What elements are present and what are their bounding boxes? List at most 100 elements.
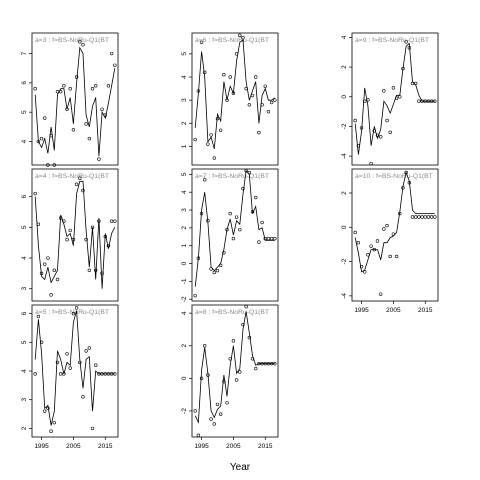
observed-point (263, 236, 267, 241)
observed-point (209, 267, 213, 271)
panel-a-4: a=4 : f=BS-NoRu-Q1(BT 3 4 5 6 (21, 168, 119, 302)
observed-point (426, 99, 431, 103)
y-tick-label: 4 (181, 311, 188, 315)
observed-point (391, 86, 396, 90)
observed-point (231, 236, 236, 241)
observed-point (212, 156, 216, 160)
observed-point (433, 99, 437, 103)
observed-point (273, 236, 277, 241)
observed-point (375, 133, 380, 138)
y-tick-label: 4 (341, 35, 348, 39)
observed-point (193, 137, 197, 142)
observed-point (398, 95, 402, 99)
observed-point (378, 292, 383, 296)
x-tick-label: 2015 (98, 443, 113, 450)
y-tick-label: -2 (181, 408, 188, 414)
observed-point (234, 378, 239, 382)
observed-point (62, 219, 66, 223)
observed-point (49, 429, 53, 433)
y-tick-label: 2 (181, 344, 188, 348)
observed-point (196, 433, 201, 438)
observed-point (215, 402, 220, 407)
observed-point (363, 270, 367, 274)
observed-point (222, 379, 226, 384)
observed-point (55, 360, 60, 365)
panel-a-3: a=3 : f=BS-NoRu-Q1(BT 4 5 6 7 (21, 32, 119, 167)
observed-point (250, 93, 255, 98)
observed-point (225, 227, 229, 232)
observed-point (196, 256, 201, 260)
observed-point (68, 228, 72, 233)
fitted-series-line (34, 180, 116, 289)
observed-point (231, 339, 236, 343)
observed-point (417, 215, 421, 219)
panel-title: a=6 : f=BS-NoRu-Q1(BT (195, 37, 269, 44)
observed-point (266, 236, 271, 241)
observed-point (372, 129, 376, 133)
observed-point (193, 293, 197, 298)
observed-point (49, 293, 53, 297)
x-tick-label: 2015 (418, 307, 433, 314)
observed-point (238, 370, 242, 374)
y-tick-label: -4 (341, 293, 348, 299)
observed-point (84, 122, 88, 126)
y-tick-label: 2 (341, 65, 348, 69)
observed-point (263, 361, 267, 366)
observed-point (52, 163, 56, 167)
observed-point (273, 98, 277, 102)
observed-point (87, 346, 92, 350)
observed-point (359, 126, 364, 130)
observed-point (65, 237, 69, 242)
observed-point (254, 75, 258, 79)
observed-point (247, 335, 252, 340)
panel-title: a=9 : f=BS-NoRu-Q1(BT (355, 37, 429, 44)
observed-point (206, 373, 210, 377)
observed-point (266, 361, 271, 366)
observed-point (353, 230, 357, 235)
observed-point (58, 89, 63, 94)
observed-point (81, 395, 85, 399)
observed-point (260, 361, 264, 366)
y-tick-label: -2 (341, 258, 348, 264)
observed-point (87, 268, 92, 273)
observed-point (100, 107, 104, 111)
observed-point (218, 128, 223, 132)
y-tick-label: 1 (181, 144, 188, 148)
observed-point (378, 135, 383, 139)
y-tick-label: 5 (181, 52, 188, 56)
panel-frame (191, 32, 279, 166)
observed-point (382, 89, 386, 93)
observed-point (97, 157, 101, 161)
observed-point (404, 170, 408, 175)
panel-frame (351, 32, 439, 166)
observed-point (215, 268, 220, 273)
observed-point (401, 186, 405, 190)
observed-point (212, 270, 216, 275)
observed-point (43, 262, 47, 266)
observed-point (209, 133, 213, 137)
y-tick-label: -2 (181, 296, 188, 302)
fitted-series-line (354, 42, 435, 155)
fitted-series-line (34, 310, 115, 426)
observed-point (401, 66, 405, 71)
x-tick-label: 2005 (386, 307, 401, 314)
panel-frame (31, 32, 119, 166)
observed-point (433, 215, 437, 219)
observed-point (407, 181, 412, 185)
observed-point (199, 40, 204, 44)
observed-point (74, 75, 79, 79)
observed-point (203, 178, 207, 182)
fitted-series-line (194, 311, 275, 424)
observed-point (106, 372, 111, 376)
observed-point (356, 144, 361, 148)
observed-point (196, 89, 201, 93)
observed-point (68, 87, 72, 91)
observed-point (193, 409, 197, 413)
panel-a-5: a=5 : f=BS-NoRu-Q1(BT 2 3 4 5 6 1995 2005 2015 (21, 304, 119, 450)
y-tick-label: 0 (181, 376, 188, 380)
observed-point (228, 211, 232, 216)
observed-point (55, 277, 60, 282)
observed-point (84, 237, 88, 242)
observed-point (113, 219, 117, 223)
observed-point (36, 222, 41, 226)
